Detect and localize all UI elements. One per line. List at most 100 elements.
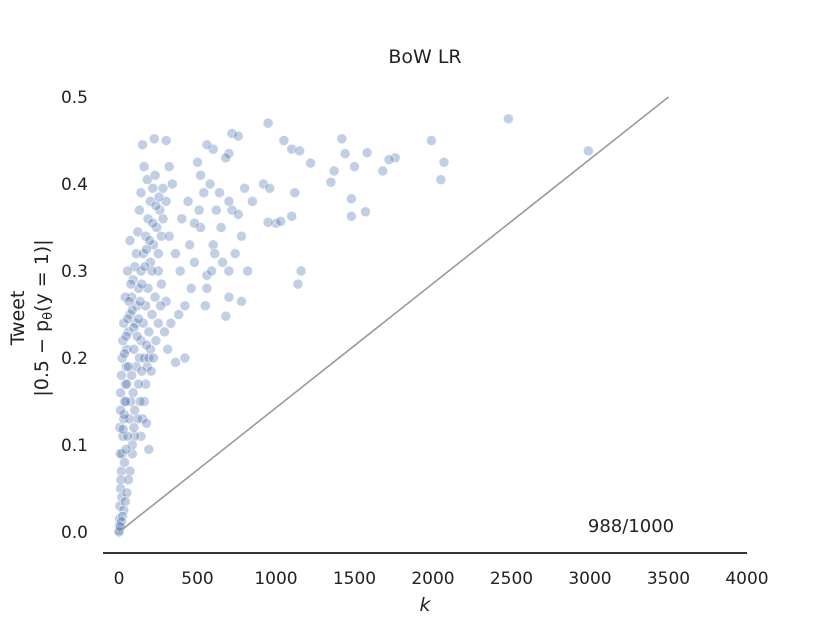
data-point bbox=[209, 248, 221, 260]
data-point bbox=[207, 239, 219, 251]
data-point bbox=[135, 430, 147, 442]
data-point bbox=[295, 265, 307, 277]
data-point bbox=[146, 309, 158, 320]
data-point bbox=[360, 206, 371, 218]
data-point bbox=[176, 213, 188, 225]
data-point bbox=[262, 216, 274, 228]
data-point bbox=[119, 496, 131, 508]
data-point bbox=[136, 365, 148, 377]
y-tick-label: 0.2 bbox=[61, 349, 88, 369]
data-point bbox=[114, 500, 126, 512]
data-point bbox=[137, 139, 149, 151]
data-point bbox=[220, 310, 232, 322]
data-point bbox=[135, 187, 147, 199]
data-point bbox=[143, 326, 155, 338]
data-point bbox=[159, 326, 170, 338]
data-point bbox=[206, 265, 218, 277]
data-point bbox=[115, 404, 126, 416]
data-point bbox=[135, 335, 147, 347]
data-point bbox=[126, 448, 138, 460]
data-point bbox=[140, 230, 152, 242]
data-point bbox=[192, 156, 203, 168]
data-point bbox=[195, 169, 207, 181]
x-tick-label: 4000 bbox=[725, 569, 768, 589]
data-point bbox=[114, 448, 126, 460]
data-point bbox=[155, 300, 167, 312]
y-tick-label: 0.5 bbox=[61, 88, 88, 108]
data-point bbox=[133, 204, 145, 216]
data-point bbox=[166, 178, 178, 190]
x-tick-label: 2500 bbox=[490, 569, 533, 589]
data-point bbox=[435, 174, 447, 186]
points-layer bbox=[113, 113, 594, 538]
data-point bbox=[120, 443, 132, 455]
data-point bbox=[294, 145, 306, 157]
data-point bbox=[153, 191, 165, 203]
data-point bbox=[152, 317, 164, 329]
data-point bbox=[226, 128, 238, 139]
data-point bbox=[185, 282, 197, 294]
count-annotation: 988/1000 bbox=[588, 516, 674, 537]
data-point bbox=[124, 465, 136, 477]
data-point bbox=[264, 182, 276, 194]
data-point bbox=[138, 396, 150, 407]
y-tick-label: 0.1 bbox=[61, 436, 88, 456]
data-point bbox=[207, 143, 219, 155]
data-point bbox=[345, 210, 357, 222]
data-point bbox=[138, 161, 150, 173]
data-point bbox=[115, 474, 127, 486]
data-point bbox=[246, 195, 258, 207]
x-axis-label: k bbox=[419, 594, 431, 616]
data-point bbox=[116, 369, 127, 381]
data-point bbox=[162, 343, 174, 355]
data-point bbox=[127, 387, 139, 399]
data-point bbox=[120, 330, 132, 342]
data-point bbox=[119, 291, 131, 303]
data-point bbox=[262, 117, 274, 129]
data-point bbox=[155, 230, 167, 242]
data-point bbox=[126, 439, 138, 451]
data-point bbox=[188, 256, 200, 268]
data-point bbox=[325, 176, 337, 188]
data-point bbox=[150, 335, 162, 347]
data-point bbox=[349, 161, 360, 173]
data-point bbox=[119, 348, 130, 360]
data-point bbox=[144, 256, 156, 268]
data-point bbox=[139, 261, 151, 273]
data-point bbox=[389, 152, 401, 164]
data-point bbox=[131, 330, 143, 342]
data-point bbox=[201, 139, 213, 151]
data-point bbox=[141, 339, 152, 351]
data-point bbox=[174, 265, 186, 277]
data-point bbox=[149, 291, 161, 303]
data-point bbox=[286, 143, 298, 155]
data-point bbox=[226, 204, 238, 216]
data-point bbox=[128, 422, 140, 434]
data-point bbox=[239, 182, 251, 194]
data-point bbox=[163, 230, 175, 242]
data-point bbox=[115, 483, 126, 494]
data-point bbox=[220, 152, 232, 164]
data-point bbox=[148, 352, 159, 364]
data-point bbox=[124, 235, 136, 246]
data-point bbox=[215, 222, 227, 233]
data-point bbox=[135, 265, 147, 277]
data-point bbox=[115, 387, 126, 399]
data-point bbox=[383, 154, 395, 166]
data-point bbox=[217, 256, 229, 268]
data-point bbox=[140, 300, 152, 312]
data-point bbox=[229, 248, 241, 260]
data-point bbox=[133, 313, 145, 325]
data-point bbox=[147, 182, 159, 194]
data-point bbox=[160, 135, 172, 146]
x-tick-label: 500 bbox=[181, 569, 213, 589]
data-point bbox=[195, 222, 207, 233]
data-point bbox=[193, 204, 205, 216]
data-point bbox=[210, 204, 222, 216]
data-point bbox=[122, 361, 134, 373]
data-point bbox=[119, 456, 130, 468]
data-point bbox=[122, 265, 133, 277]
y-axis-label-line2: |0.5 − pθ(y = 1)| bbox=[31, 239, 56, 396]
data-point bbox=[242, 265, 254, 277]
data-point bbox=[289, 187, 301, 199]
